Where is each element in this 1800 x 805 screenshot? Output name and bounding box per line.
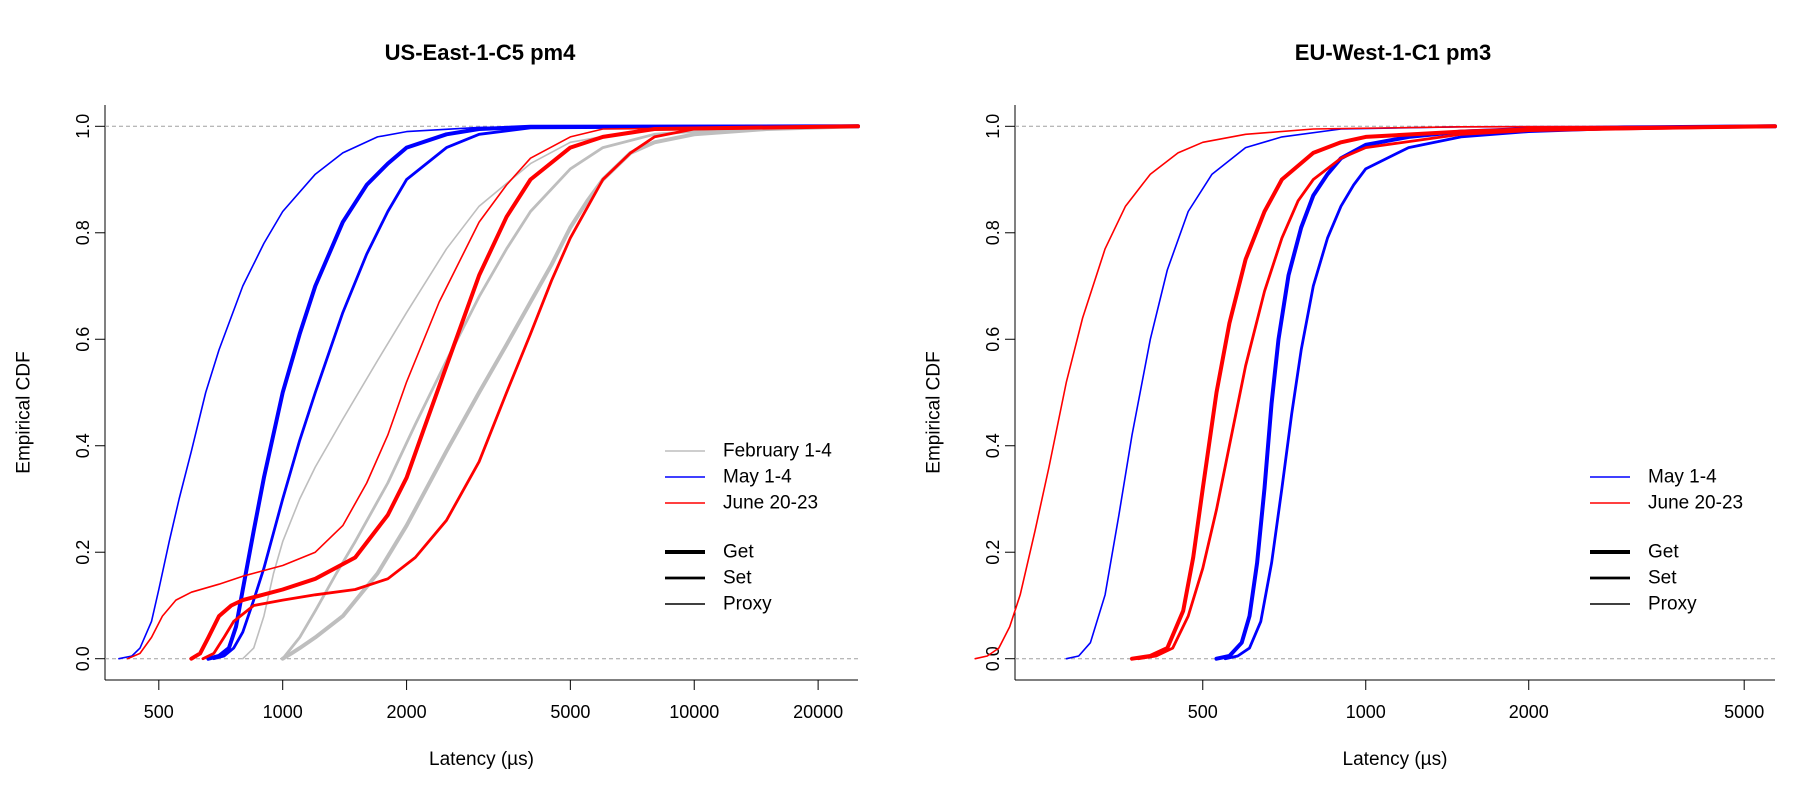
y-tick-label: 0.0: [73, 646, 93, 671]
y-tick-label: 0.4: [983, 433, 1003, 458]
legend-label-proxy: Proxy: [1648, 594, 1697, 615]
legend-label-set: Set: [1648, 568, 1677, 589]
chart-panel-2: EU-West-1-C1 pm3 0.0 0.2 0.4 0.6 0.8 1.0 500 100…: [924, 40, 1777, 770]
cdf-line-february-1-4-set: [281, 124, 860, 661]
legend-label-get: Get: [723, 542, 754, 563]
legend-label-set: Set: [723, 568, 752, 589]
chart-legend: February 1-4 May 1-4 June 20-23 Get Set Proxy: [665, 441, 832, 615]
y-axis-label: Empirical CDF: [924, 351, 945, 473]
y-tick-label: 0.8: [73, 220, 93, 245]
x-tick-label: 2000: [387, 702, 427, 722]
x-axis-label: Latency (µs): [429, 749, 534, 770]
x-tick-label: 500: [1188, 702, 1218, 722]
cdf-line-february-1-4-proxy: [242, 125, 859, 660]
legend-label-proxy: Proxy: [723, 594, 772, 615]
cdf-line-may-1-4-get: [206, 124, 860, 661]
legend-label-may-1-4: May 1-4: [723, 467, 792, 488]
chart-panel-1: US-East-1-C5 pm4 0.0 0.2 0.4 0.6 0.8 1.0 500 100…: [14, 40, 860, 770]
y-tick-label: 0.4: [73, 433, 93, 458]
cdf-line-june-20-23-proxy: [974, 125, 1776, 660]
cdf-line-may-1-4-get: [1214, 124, 1777, 661]
y-tick-label: 1.0: [983, 114, 1003, 139]
y-tick-label: 0.0: [983, 646, 1003, 671]
x-tick-label: 10000: [669, 702, 719, 722]
cdf-line-may-1-4-set: [212, 124, 860, 661]
x-tick-label: 20000: [793, 702, 843, 722]
y-tick-label: 0.2: [73, 540, 93, 565]
cdf-line-june-20-23-proxy: [126, 125, 859, 660]
y-tick-label: 0.6: [73, 327, 93, 352]
cdf-line-june-20-23-get: [189, 124, 860, 661]
x-tick-label: 500: [144, 702, 174, 722]
x-tick-label: 1000: [263, 702, 303, 722]
y-tick-label: 1.0: [73, 114, 93, 139]
x-tick-label: 2000: [1509, 702, 1549, 722]
cdf-line-june-20-23-set: [1136, 124, 1777, 661]
chart-title: EU-West-1-C1 pm3: [1295, 40, 1491, 65]
cdf-line-may-1-4-proxy: [1065, 125, 1776, 660]
y-tick-label: 0.6: [983, 327, 1003, 352]
y-tick-label: 0.2: [983, 540, 1003, 565]
x-tick-label: 5000: [1724, 702, 1764, 722]
chart-legend: May 1-4 June 20-23 Get Set Proxy: [1590, 467, 1743, 615]
x-tick-label: 1000: [1346, 702, 1386, 722]
legend-label-may-1-4: May 1-4: [1648, 467, 1717, 488]
legend-label-june-20-23: June 20-23: [1648, 493, 1743, 514]
cdf-line-may-1-4-proxy: [118, 125, 859, 660]
legend-label-june-20-23: June 20-23: [723, 493, 818, 514]
cdf-line-june-20-23-set: [201, 124, 860, 661]
y-axis-label: Empirical CDF: [14, 351, 35, 473]
legend-label-february-1-4: February 1-4: [723, 441, 832, 462]
y-tick-label: 0.8: [983, 220, 1003, 245]
cdf-line-june-20-23-get: [1130, 124, 1777, 661]
chart-title: US-East-1-C5 pm4: [385, 40, 576, 65]
cdf-line-may-1-4-set: [1223, 124, 1777, 661]
x-axis-label: Latency (µs): [1343, 749, 1448, 770]
cdf-line-february-1-4-get: [280, 124, 860, 661]
x-tick-label: 5000: [550, 702, 590, 722]
legend-label-get: Get: [1648, 542, 1679, 563]
